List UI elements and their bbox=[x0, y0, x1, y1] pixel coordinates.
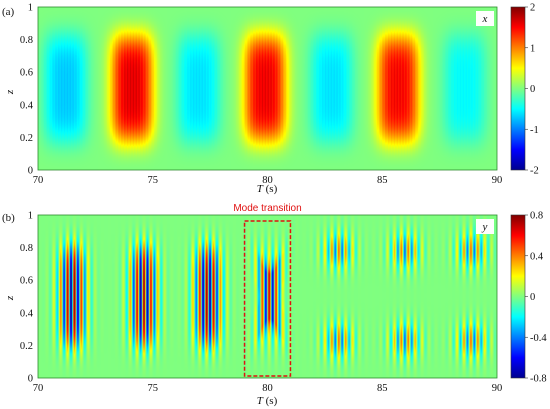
plot-frame-a bbox=[37, 6, 498, 171]
heatmap-x-field bbox=[38, 7, 497, 170]
x-tick-label: 90 bbox=[492, 383, 503, 394]
xlabel-b: T (s) bbox=[257, 395, 278, 407]
colorbar-tick-label: 0.8 bbox=[530, 211, 543, 222]
x-tick-label: 85 bbox=[377, 383, 388, 394]
y-tick-label: 0.8 bbox=[20, 35, 33, 46]
y-tick-label: 0.2 bbox=[20, 341, 33, 352]
colorbar-tick-label: 1 bbox=[530, 43, 535, 54]
colorbar-tick-label: 0.4 bbox=[530, 251, 544, 262]
x-tick-label: 75 bbox=[148, 175, 159, 186]
colorbar-tick-label: -2 bbox=[530, 166, 539, 177]
x-tick-label: 80 bbox=[262, 383, 273, 394]
variable-box-a bbox=[476, 11, 494, 26]
y-tick-label: 0.4 bbox=[20, 308, 34, 319]
ylabel-b: z bbox=[4, 295, 16, 301]
ylabel-a: z bbox=[4, 89, 16, 95]
variable-label-y: y bbox=[482, 221, 488, 233]
heatmap-y-field bbox=[38, 215, 497, 378]
variable-box-b bbox=[476, 219, 494, 234]
variable-label-x: x bbox=[482, 13, 488, 25]
mode-transition-label: Mode transition bbox=[233, 203, 301, 214]
x-tick-label: 90 bbox=[492, 175, 503, 186]
colorbar-tick-label: 0 bbox=[530, 292, 535, 303]
colorbar-a bbox=[510, 6, 526, 171]
colorbar-ticks-a: 2 1 0 -1 -2 bbox=[525, 3, 539, 177]
panel-label-b: (b) bbox=[2, 212, 15, 224]
y-tick-label: 0.6 bbox=[20, 68, 33, 79]
colorbar-tick-label: -0.8 bbox=[530, 374, 547, 385]
xlabel-a: T (s) bbox=[257, 183, 278, 195]
x-ticks-a: 70 75 80 85 90 bbox=[33, 175, 503, 186]
y-ticks-b: 0 0.2 0.4 0.6 0.8 1 bbox=[20, 211, 34, 385]
x-tick-label: 70 bbox=[33, 175, 44, 186]
x-tick-label: 80 bbox=[262, 175, 273, 186]
y-tick-label: 0.6 bbox=[20, 276, 33, 287]
y-ticks-a: 0 0.2 0.4 0.6 0.8 1 bbox=[20, 3, 34, 177]
y-tick-label: 1 bbox=[28, 3, 33, 14]
y-tick-label: 0 bbox=[28, 374, 33, 385]
y-tick-label: 0.4 bbox=[20, 100, 34, 111]
panel-b: (b) z 00.20.40.60.81 70 75 80 85 90 T (s) y … bbox=[2, 203, 547, 407]
x-tick-label: 75 bbox=[148, 383, 159, 394]
colorbar-b bbox=[510, 214, 526, 379]
colorbar-tick-label: -1 bbox=[530, 125, 539, 136]
x-tick-label: 70 bbox=[33, 383, 44, 394]
y-tick-label: 0 bbox=[28, 166, 33, 177]
x-ticks-b: 70 75 80 85 90 bbox=[33, 383, 503, 394]
y-tick-label: 0.8 bbox=[20, 243, 33, 254]
plot-frame-b bbox=[37, 214, 498, 379]
colorbar-tick-label: 2 bbox=[530, 3, 535, 14]
panel-a: (a) z 00.20.40.60.81 70 75 80 85 90 T (s) x … bbox=[2, 3, 539, 196]
svg-text:z: z bbox=[4, 295, 16, 301]
colorbar-ticks-b: 0.8 0.4 0 -0.4 -0.8 bbox=[525, 211, 547, 385]
colorbar-tick-label: -0.4 bbox=[530, 333, 547, 344]
x-tick-label: 85 bbox=[377, 175, 388, 186]
y-tick-label: 1 bbox=[28, 211, 33, 222]
colorbar-tick-label: 0 bbox=[530, 84, 535, 95]
y-tick-label: 0.2 bbox=[20, 133, 33, 144]
panel-label-a: (a) bbox=[2, 6, 15, 18]
svg-text:z: z bbox=[4, 89, 16, 95]
mode-transition-box bbox=[243, 220, 292, 377]
